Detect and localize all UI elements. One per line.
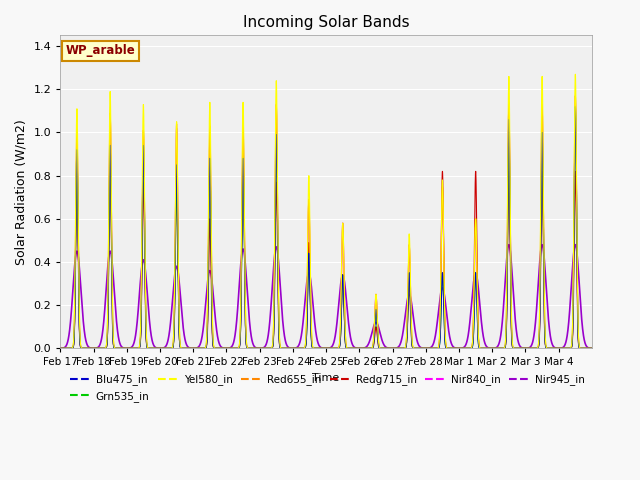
- Text: WP_arable: WP_arable: [66, 44, 136, 57]
- Title: Incoming Solar Bands: Incoming Solar Bands: [243, 15, 410, 30]
- X-axis label: Time: Time: [312, 373, 340, 383]
- Y-axis label: Solar Radiation (W/m2): Solar Radiation (W/m2): [15, 119, 28, 264]
- Legend: Blu475_in, Grn535_in, Yel580_in, Red655_in, Redg715_in, Nir840_in, Nir945_in: Blu475_in, Grn535_in, Yel580_in, Red655_…: [65, 370, 589, 406]
